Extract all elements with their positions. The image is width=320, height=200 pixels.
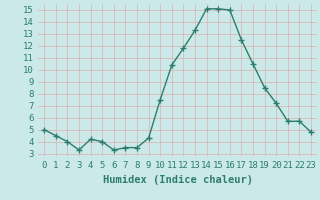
X-axis label: Humidex (Indice chaleur): Humidex (Indice chaleur)	[103, 175, 252, 185]
